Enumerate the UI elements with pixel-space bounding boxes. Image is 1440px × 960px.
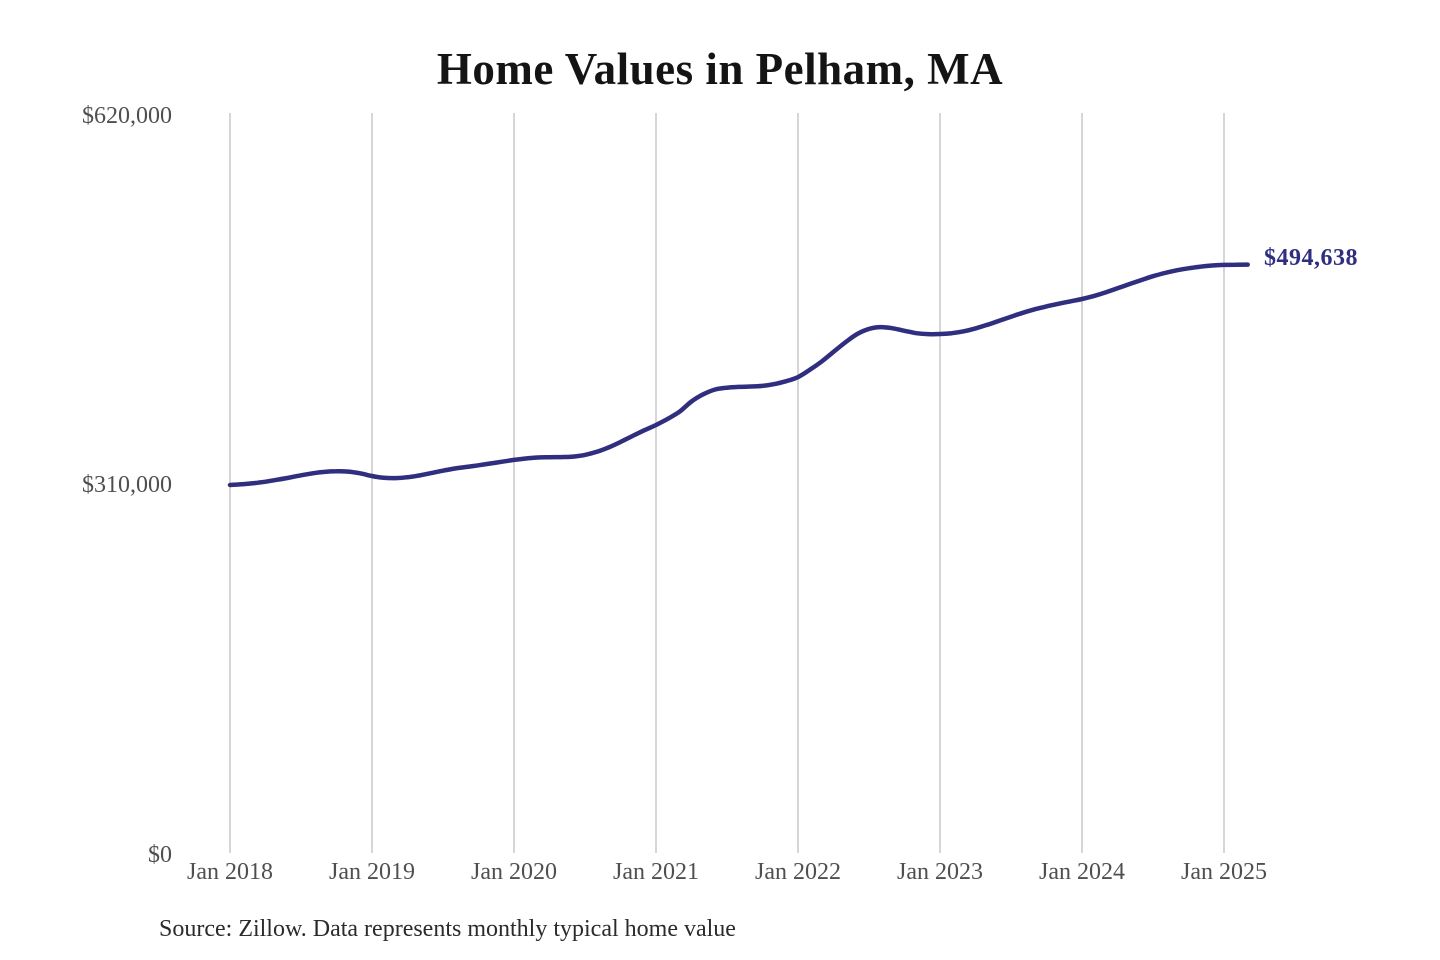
x-axis-label-jan-2022: Jan 2022 [755, 859, 841, 885]
source-note: Source: Zillow. Data represents monthly … [159, 916, 736, 942]
x-axis-label-jan-2019: Jan 2019 [329, 859, 415, 885]
x-axis-label-jan-2025: Jan 2025 [1181, 859, 1267, 885]
home-value-line [227, 262, 1250, 488]
y-axis-label-310000: $310,000 [82, 472, 172, 498]
y-axis-label-620000: $620,000 [82, 103, 172, 129]
latest-value-label: $494,638 [1264, 245, 1358, 271]
y-axis-label-0: $0 [148, 842, 172, 868]
x-axis-label-jan-2020: Jan 2020 [471, 859, 557, 885]
x-axis-label-jan-2018: Jan 2018 [187, 859, 273, 885]
x-axis-label-jan-2024: Jan 2024 [1039, 859, 1125, 885]
chart-title: Home Values in Pelham, MA [436, 44, 1004, 94]
x-axis-label-jan-2023: Jan 2023 [897, 859, 983, 885]
x-axis-label-jan-2021: Jan 2021 [613, 859, 699, 885]
